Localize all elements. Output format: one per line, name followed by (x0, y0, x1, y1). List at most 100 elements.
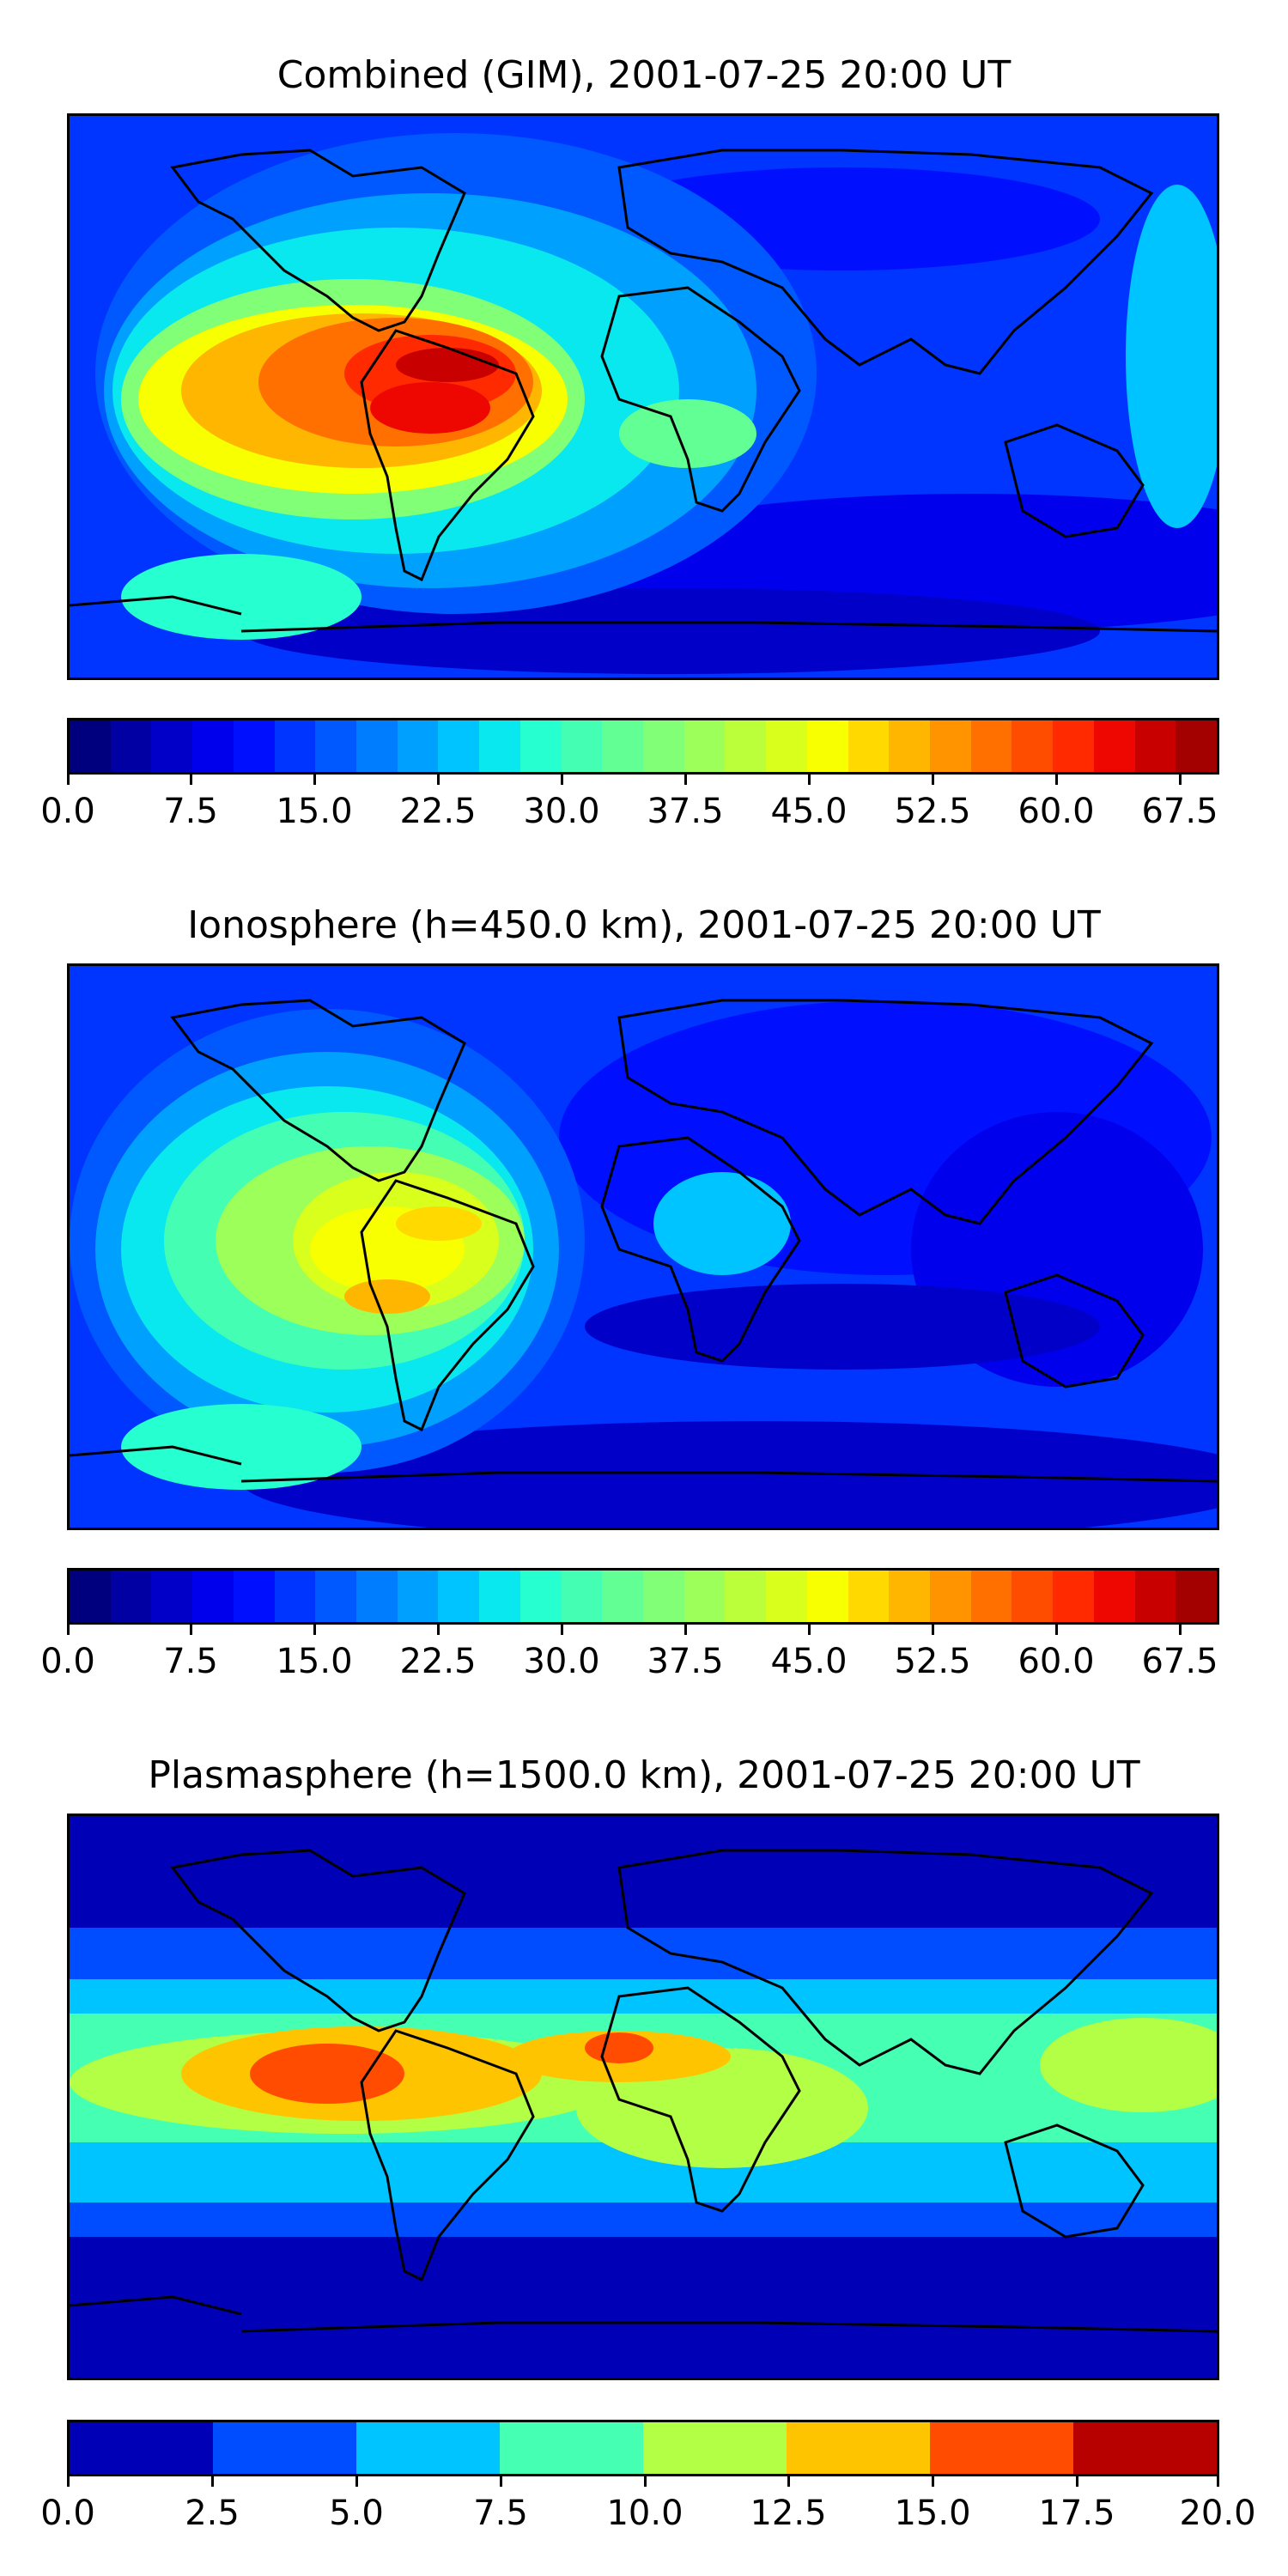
colorbar-segment (111, 720, 152, 772)
colorbar-segment (643, 720, 685, 772)
colorbar-segment (192, 720, 234, 772)
colorbar-segment (1012, 1571, 1054, 1622)
colorbar-segment (151, 720, 193, 772)
colorbar-segment (1094, 1571, 1136, 1622)
colorbar-segment (356, 2422, 501, 2474)
colorbar-segment (520, 720, 562, 772)
colorbar-segment (725, 720, 767, 772)
colorbar-segment (807, 720, 849, 772)
panel-title-combined: Combined (GIM), 2001-07-25 20:00 UT (276, 53, 1012, 97)
colorbar-segment (1135, 720, 1176, 772)
colorbar-segment (438, 1571, 480, 1622)
colorbar-segment (356, 720, 398, 772)
tick-label: 20.0 (1179, 2494, 1256, 2533)
tick-label: 2.5 (185, 2494, 240, 2533)
colorbar-segment (889, 1571, 931, 1622)
colorbar-segment (70, 2422, 214, 2474)
colorbar-combined (67, 718, 1219, 775)
colorbar-segment (1094, 720, 1136, 772)
colorbar-segment (234, 720, 276, 772)
colorbar-segment (643, 1571, 685, 1622)
tick-label: 7.5 (163, 792, 218, 831)
colorbar-segment (971, 1571, 1012, 1622)
panel-title-ionosphere: Ionosphere (h=450.0 km), 2001-07-25 20:0… (187, 903, 1101, 947)
colorbar-segment (889, 720, 931, 772)
tick-label: 52.5 (894, 1642, 971, 1681)
colorbar-segment (602, 1571, 644, 1622)
colorbar-segment (848, 720, 890, 772)
colorbar-segment (520, 1571, 562, 1622)
colorbar-segment (111, 1571, 152, 1622)
tick-label: 37.5 (647, 792, 724, 831)
colorbar-segment (787, 2422, 931, 2474)
colorbar-segment (1053, 720, 1095, 772)
tick-label: 17.5 (1038, 2494, 1115, 2533)
tick-label: 30.0 (523, 1642, 600, 1681)
colorbar-plasmasphere (67, 2420, 1219, 2476)
tick-label: 22.5 (399, 792, 477, 831)
tick-label: 10.0 (606, 2494, 683, 2533)
colorbar-segment (398, 720, 439, 772)
colorbar-segment (562, 720, 603, 772)
colorbar-segment (807, 1571, 849, 1622)
tick-label: 45.0 (770, 1642, 848, 1681)
colorbar-segment (766, 1571, 808, 1622)
tick-label: 7.5 (163, 1642, 218, 1681)
colorbar-segment (1176, 720, 1217, 772)
colorbar-segment (1012, 720, 1054, 772)
colorbar-segment (1135, 1571, 1176, 1622)
tick-label: 12.5 (750, 2494, 827, 2533)
colorbar-segment (398, 1571, 439, 1622)
tick-label: 5.0 (329, 2494, 384, 2533)
tick-label: 0.0 (40, 2494, 95, 2533)
tick-label: 37.5 (647, 1642, 724, 1681)
colorbar-segment (971, 720, 1012, 772)
colorbar-segment (315, 1571, 357, 1622)
colorbar-ionosphere (67, 1568, 1219, 1625)
tick-label: 67.5 (1141, 1642, 1218, 1681)
colorbar-segment (213, 2422, 357, 2474)
colorbar-segment (766, 720, 808, 772)
colorbar-segment (356, 1571, 398, 1622)
colorbar-segment (930, 720, 972, 772)
panel-title-plasmasphere: Plasmasphere (h=1500.0 km), 2001-07-25 2… (148, 1753, 1140, 1797)
colorbar-segment (684, 720, 726, 772)
colorbar-segment (315, 720, 357, 772)
colorbar-segment (848, 1571, 890, 1622)
colorbar-segment (602, 720, 644, 772)
tick-label: 7.5 (473, 2494, 528, 2533)
colorbar-segment (500, 2422, 644, 2474)
tick-label: 22.5 (399, 1642, 477, 1681)
map-plasmasphere (67, 1814, 1219, 2380)
colorbar-segment (151, 1571, 193, 1622)
tick-label: 60.0 (1018, 792, 1095, 831)
colorbar-segment (562, 1571, 603, 1622)
colorbar-segment (234, 1571, 276, 1622)
tick-label: 52.5 (894, 792, 971, 831)
colorbar-segment (930, 1571, 972, 1622)
colorbar-segment (438, 720, 480, 772)
colorbar-segment (275, 1571, 316, 1622)
colorbar-segment (930, 2422, 1074, 2474)
tick-label: 0.0 (40, 792, 95, 831)
colorbar-segment (684, 1571, 726, 1622)
colorbar-segment (479, 1571, 521, 1622)
tick-label: 45.0 (770, 792, 848, 831)
tick-label: 60.0 (1018, 1642, 1095, 1681)
tick-label: 30.0 (523, 792, 600, 831)
colorbar-segment (275, 720, 316, 772)
tick-label: 67.5 (1141, 792, 1218, 831)
tick-label: 15.0 (276, 1642, 353, 1681)
map-combined-gim (67, 113, 1219, 680)
colorbar-segment (1053, 1571, 1095, 1622)
map-ionosphere (67, 963, 1219, 1530)
colorbar-segment (643, 2422, 787, 2474)
colorbar-segment (70, 720, 112, 772)
colorbar-segment (1176, 1571, 1217, 1622)
colorbar-segment (192, 1571, 234, 1622)
colorbar-segment (1073, 2422, 1217, 2474)
tick-label: 15.0 (276, 792, 353, 831)
colorbar-segment (70, 1571, 112, 1622)
tick-label: 15.0 (894, 2494, 971, 2533)
tick-label: 0.0 (40, 1642, 95, 1681)
